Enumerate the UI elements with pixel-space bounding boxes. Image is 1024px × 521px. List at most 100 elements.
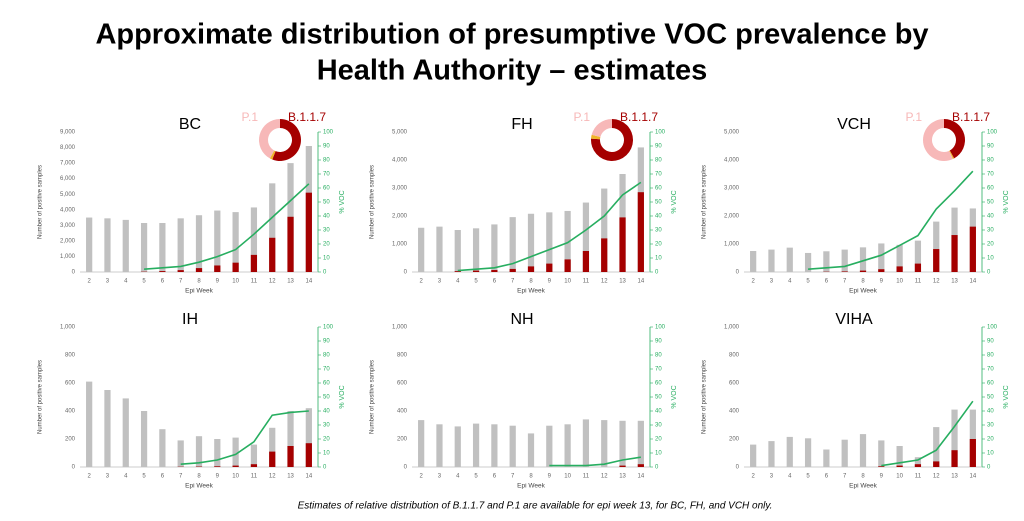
x-tick-label: 2 — [419, 279, 423, 285]
y2-tick-label: 10 — [987, 451, 994, 457]
x-tick-label: 3 — [438, 279, 442, 285]
bar — [619, 466, 625, 467]
x-tick-label: 14 — [638, 474, 645, 480]
donut-label: B.1.1.7 — [288, 110, 326, 124]
y2-tick-label: 20 — [655, 242, 662, 248]
y2-tick-label: 70 — [323, 172, 330, 178]
y2-tick-label: 80 — [655, 158, 662, 164]
y2-tick-label: 70 — [987, 172, 994, 178]
y2-tick-label: 100 — [987, 130, 998, 136]
x-tick-label: 7 — [843, 474, 847, 480]
y-tick-label: 4,000 — [724, 158, 740, 164]
bar — [436, 227, 442, 272]
voc-line — [549, 457, 641, 465]
x-tick-label: 7 — [179, 474, 183, 480]
y-tick-label: 4,000 — [392, 158, 408, 164]
y2-tick-label: 0 — [655, 465, 659, 471]
y2-tick-label: 50 — [655, 395, 662, 401]
y2-tick-label: 60 — [323, 186, 330, 192]
x-tick-label: 13 — [619, 279, 626, 285]
y2-tick-label: 30 — [323, 423, 330, 429]
bar — [269, 452, 275, 467]
x-axis-label: Epi Week — [849, 288, 877, 295]
bar — [455, 426, 461, 467]
y2-tick-label: 20 — [987, 242, 994, 248]
x-tick-label: 3 — [106, 279, 110, 285]
x-tick-label: 6 — [493, 279, 497, 285]
y2-tick-label: 20 — [323, 437, 330, 443]
x-tick-label: 12 — [933, 474, 940, 480]
bar — [805, 438, 811, 467]
bar — [455, 230, 461, 272]
x-tick-label: 2 — [751, 474, 755, 480]
bar — [306, 443, 312, 467]
y-tick-label: 1,000 — [724, 325, 740, 331]
bar — [842, 250, 848, 272]
x-tick-label: 9 — [880, 474, 884, 480]
y-tick-label: 0 — [404, 270, 408, 276]
y-tick-label: 400 — [397, 409, 408, 415]
bar — [214, 439, 220, 467]
bar — [141, 411, 147, 467]
panel-title: BC — [179, 116, 201, 133]
y-axis-label: Number of positive samples — [370, 165, 376, 239]
bar — [123, 220, 129, 272]
x-tick-label: 13 — [287, 474, 294, 480]
y-tick-label: 200 — [729, 437, 740, 443]
x-tick-label: 5 — [474, 279, 478, 285]
y-tick-label: 600 — [397, 381, 408, 387]
donut-label: P.1 — [242, 110, 259, 124]
panel-title: IH — [182, 311, 198, 328]
x-tick-label: 8 — [861, 279, 865, 285]
x-tick-label: 13 — [951, 474, 958, 480]
bar — [787, 437, 793, 467]
y-tick-label: 800 — [729, 353, 740, 359]
bar — [878, 269, 884, 272]
y-tick-label: 7,000 — [60, 161, 76, 167]
bar — [528, 433, 534, 467]
bar — [915, 464, 921, 467]
x-tick-label: 6 — [825, 474, 829, 480]
y-tick-label: 400 — [65, 409, 76, 415]
bar — [842, 271, 848, 272]
x-axis-label: Epi Week — [185, 483, 213, 490]
x-tick-label: 6 — [825, 279, 829, 285]
y2-tick-label: 50 — [655, 200, 662, 206]
bar — [196, 268, 202, 272]
x-tick-label: 5 — [806, 279, 810, 285]
x-tick-label: 10 — [896, 279, 903, 285]
panel-title: NH — [510, 311, 533, 328]
donut-label: P.1 — [906, 110, 923, 124]
x-tick-label: 9 — [880, 279, 884, 285]
x-tick-label: 11 — [915, 474, 922, 480]
y-tick-label: 0 — [404, 465, 408, 471]
voc-line — [881, 401, 973, 465]
y-tick-label: 6,000 — [60, 176, 76, 182]
x-tick-label: 10 — [232, 474, 239, 480]
bar — [933, 461, 939, 467]
bar — [750, 445, 756, 467]
bar — [418, 420, 424, 467]
y-tick-label: 1,000 — [60, 325, 76, 331]
y2-tick-label: 60 — [987, 186, 994, 192]
y2-tick-label: 100 — [323, 130, 334, 136]
y2-tick-label: 70 — [323, 367, 330, 373]
x-tick-label: 4 — [124, 474, 128, 480]
bar — [214, 211, 220, 272]
x-tick-label: 10 — [232, 279, 239, 285]
y2-tick-label: 100 — [655, 130, 666, 136]
bar — [565, 424, 571, 467]
bar — [214, 466, 220, 467]
bar — [528, 266, 534, 272]
bar — [178, 270, 184, 272]
bar — [897, 466, 903, 467]
bar — [860, 434, 866, 467]
bar — [878, 243, 884, 272]
voc-line — [808, 171, 973, 269]
bar — [823, 251, 829, 272]
bar — [233, 466, 239, 467]
x-tick-label: 13 — [951, 279, 958, 285]
bar — [970, 439, 976, 467]
x-tick-label: 10 — [896, 474, 903, 480]
bar — [565, 259, 571, 272]
